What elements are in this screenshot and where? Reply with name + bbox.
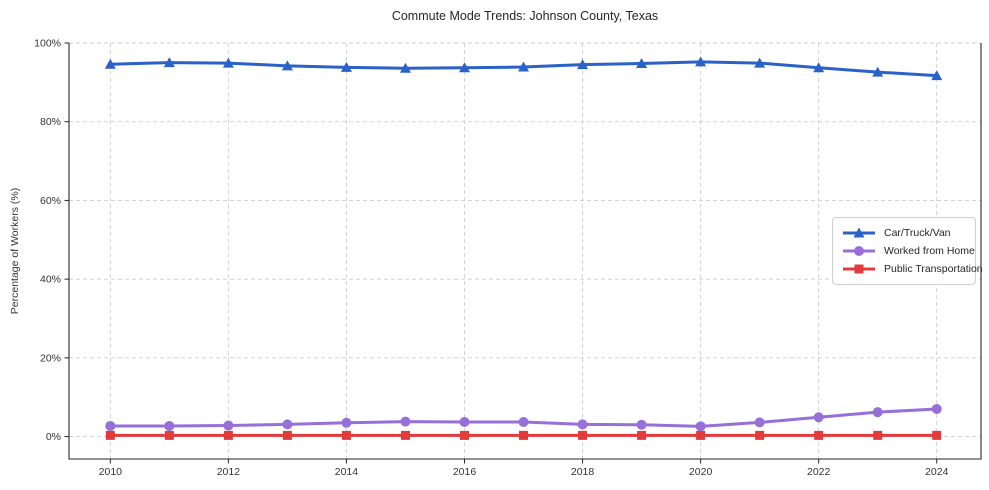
- data-point-car-truck-van: [281, 60, 293, 71]
- y-tick-label: 60%: [40, 195, 61, 207]
- data-point-car-truck-van: [222, 57, 234, 68]
- x-tick-label: 2016: [453, 466, 477, 478]
- data-point-worked-from-home: [164, 420, 175, 431]
- data-point-public-transportation: [400, 430, 410, 440]
- data-point-car-truck-van: [695, 56, 707, 67]
- x-tick-label: 2012: [217, 466, 241, 478]
- y-tick-label: 0%: [46, 431, 61, 443]
- data-point-public-transportation: [637, 430, 647, 440]
- y-tick-label: 80%: [40, 116, 61, 128]
- legend: Car/Truck/Van Worked from Home Public Tran…: [832, 217, 983, 285]
- data-point-public-transportation: [578, 430, 588, 440]
- data-point-worked-from-home: [577, 419, 588, 430]
- data-point-public-transportation: [341, 430, 351, 440]
- data-point-car-truck-van: [754, 57, 766, 68]
- data-point-car-truck-van: [931, 70, 943, 81]
- data-point-worked-from-home: [459, 417, 470, 428]
- data-point-worked-from-home: [754, 417, 765, 428]
- data-point-car-truck-van: [163, 57, 175, 68]
- y-tick-label: 20%: [40, 352, 61, 364]
- data-point-public-transportation: [105, 430, 115, 440]
- data-point-worked-from-home: [282, 419, 293, 430]
- x-tick-label: 2024: [925, 466, 949, 478]
- x-tick-label: 2010: [99, 466, 123, 478]
- x-tick-label: 2022: [807, 466, 831, 478]
- data-point-worked-from-home: [695, 421, 706, 432]
- y-tick-label: 100%: [34, 38, 61, 50]
- data-point-car-truck-van: [577, 59, 589, 70]
- data-point-car-truck-van: [518, 61, 530, 72]
- data-point-public-transportation: [873, 430, 883, 440]
- legend-triangle-swatch: [843, 227, 875, 238]
- data-point-car-truck-van: [340, 61, 352, 72]
- data-point-worked-from-home: [813, 412, 824, 423]
- data-point-car-truck-van: [399, 62, 411, 73]
- data-point-worked-from-home: [931, 404, 942, 415]
- data-point-worked-from-home: [872, 407, 883, 418]
- data-point-public-transportation: [814, 430, 824, 440]
- data-point-car-truck-van: [458, 62, 470, 73]
- legend-item-worked-from-home: Worked from Home: [841, 242, 975, 260]
- legend-item-public-transportation: Public Transportation: [841, 260, 983, 278]
- data-point-public-transportation: [519, 430, 529, 440]
- data-point-public-transportation: [696, 430, 706, 440]
- data-point-car-truck-van: [104, 58, 116, 69]
- data-point-public-transportation: [932, 430, 942, 440]
- data-point-public-transportation: [223, 430, 233, 440]
- legend-label: Worked from Home: [884, 245, 975, 257]
- data-point-worked-from-home: [105, 420, 116, 431]
- data-point-public-transportation: [282, 430, 292, 440]
- data-point-public-transportation: [164, 430, 174, 440]
- x-tick-label: 2018: [571, 466, 595, 478]
- x-tick-label: 2020: [689, 466, 713, 478]
- data-point-worked-from-home: [400, 416, 411, 427]
- legend-circle-swatch: [843, 246, 875, 256]
- data-point-public-transportation: [459, 430, 469, 440]
- legend-item-car-truck-van: Car/Truck/Van: [841, 224, 967, 242]
- data-point-worked-from-home: [518, 417, 529, 428]
- x-tick-label: 2014: [335, 466, 359, 478]
- data-point-worked-from-home: [636, 419, 647, 430]
- data-point-worked-from-home: [341, 417, 352, 428]
- data-point-car-truck-van: [872, 66, 884, 77]
- legend-label: Public Transportation: [884, 263, 983, 275]
- data-point-car-truck-van: [813, 62, 825, 73]
- legend-square-swatch: [843, 264, 875, 274]
- data-point-car-truck-van: [636, 57, 648, 68]
- y-tick-label: 40%: [40, 274, 61, 286]
- data-point-public-transportation: [755, 430, 765, 440]
- data-point-worked-from-home: [223, 420, 234, 431]
- chart-title: Commute Mode Trends: Johnson County, Tex…: [391, 9, 659, 23]
- legend-label: Car/Truck/Van: [884, 227, 951, 239]
